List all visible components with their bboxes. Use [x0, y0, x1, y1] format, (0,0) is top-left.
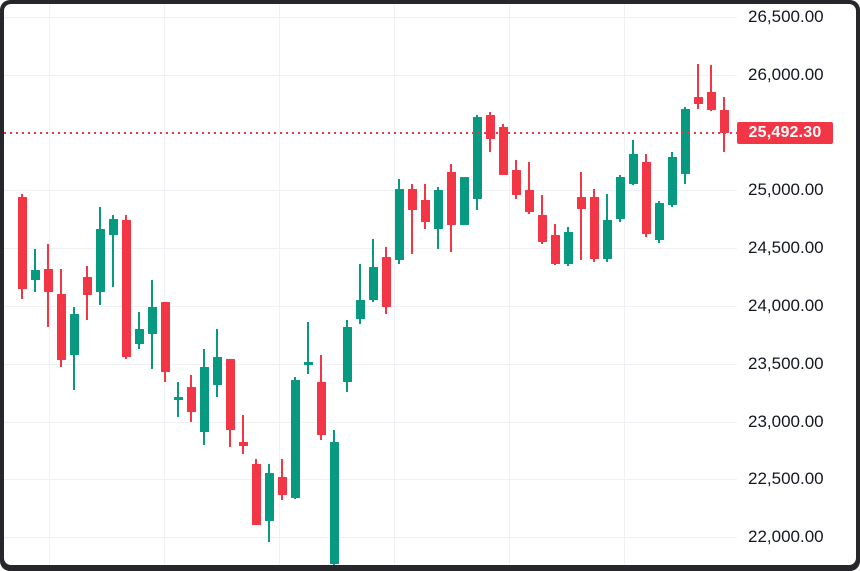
- price-axis-label: 23,000.00: [748, 411, 824, 431]
- candle-wick: [697, 63, 699, 109]
- price-axis-label: 25,000.00: [748, 180, 824, 200]
- gridline-horizontal: [4, 74, 737, 76]
- candle-body: [56, 293, 66, 361]
- candle-wick: [307, 322, 309, 375]
- candle-wick: [710, 64, 712, 112]
- candle-body: [264, 472, 274, 521]
- candle-body: [550, 234, 560, 265]
- candle-body: [615, 176, 625, 220]
- price-axis-label: 22,000.00: [748, 527, 824, 547]
- last-price-line: [4, 132, 737, 135]
- price-axis-label: 26,500.00: [748, 6, 824, 26]
- candle-body: [108, 219, 118, 235]
- candle-body: [342, 327, 352, 383]
- gridline-vertical: [394, 4, 395, 565]
- price-axis-label: 24,500.00: [748, 238, 824, 258]
- candle-wick: [580, 171, 582, 261]
- candle-body: [719, 109, 729, 134]
- gridline-horizontal: [4, 421, 737, 423]
- candle-body: [641, 161, 651, 235]
- candle-body: [212, 356, 222, 386]
- last-price-tag: 25,492.30: [737, 122, 833, 145]
- candle-body: [329, 442, 339, 565]
- candle-body: [186, 386, 196, 413]
- gridline-horizontal: [4, 537, 737, 539]
- candle-body: [134, 329, 144, 344]
- candle-body: [472, 116, 482, 199]
- candle-body: [251, 464, 261, 526]
- candle-body: [30, 270, 40, 280]
- candle-body: [485, 115, 495, 139]
- candle-body: [602, 219, 612, 259]
- candle-body: [238, 442, 248, 447]
- price-axis-label: 23,500.00: [748, 353, 824, 373]
- candle-body: [173, 397, 183, 401]
- price-axis-label: 22,500.00: [748, 469, 824, 489]
- candle-body: [277, 477, 287, 495]
- candle-body: [433, 189, 443, 229]
- candle-body: [511, 170, 521, 195]
- candle-body: [199, 367, 209, 432]
- candle-body: [459, 176, 469, 225]
- candle-body: [446, 171, 456, 225]
- candle-body: [303, 362, 313, 365]
- candle-body: [381, 256, 391, 307]
- candle-body: [316, 382, 326, 435]
- candle-body: [537, 215, 547, 242]
- candle-body: [667, 156, 677, 205]
- candle-wick: [112, 215, 114, 287]
- candle-body: [394, 189, 404, 261]
- candle-wick: [359, 264, 361, 324]
- gridline-vertical: [509, 4, 510, 565]
- gridline-horizontal: [4, 248, 737, 250]
- candle-body: [407, 189, 417, 210]
- gridline-horizontal: [4, 190, 737, 192]
- candle-body: [680, 108, 690, 175]
- gridline-vertical: [279, 4, 280, 565]
- candle-body: [706, 91, 716, 110]
- candle-body: [121, 219, 131, 357]
- price-axis-label: 24,000.00: [748, 295, 824, 315]
- candle-body: [589, 197, 599, 260]
- candle-wick: [528, 161, 530, 214]
- candle-body: [95, 229, 105, 292]
- candle-body: [43, 268, 53, 292]
- candle-body: [498, 126, 508, 175]
- candle-body: [225, 359, 235, 431]
- gridline-vertical: [164, 4, 165, 565]
- candle-body: [355, 300, 365, 320]
- gridline-vertical: [624, 4, 625, 565]
- candlestick-pane[interactable]: [4, 4, 737, 565]
- candle-body: [69, 314, 79, 356]
- candle-body: [628, 153, 638, 184]
- last-price-value: 25,492.30: [748, 124, 822, 142]
- gridline-horizontal: [4, 479, 737, 481]
- gridline-horizontal: [4, 305, 737, 307]
- price-axis[interactable]: 26,500.00 26,000.00 25,000.00 24,500.00 24,0…: [737, 4, 856, 565]
- candle-body: [576, 197, 586, 209]
- candle-wick: [242, 415, 244, 454]
- candle-body: [654, 203, 664, 240]
- gridline-horizontal: [4, 16, 737, 18]
- gridline-horizontal: [4, 363, 737, 365]
- price-axis-label: 26,000.00: [748, 64, 824, 84]
- candle-body: [290, 379, 300, 499]
- candle-body: [147, 307, 157, 335]
- candle-wick: [411, 183, 413, 254]
- candle-body: [524, 189, 534, 212]
- candle-body: [563, 231, 573, 265]
- candle-body: [160, 301, 170, 372]
- chart-surface: 26,500.00 26,000.00 25,000.00 24,500.00 24,0…: [4, 4, 856, 565]
- candle-body: [693, 96, 703, 104]
- candle-body: [420, 200, 430, 223]
- candle-body: [82, 277, 92, 295]
- candle-body: [368, 267, 378, 301]
- candle-body: [17, 197, 27, 290]
